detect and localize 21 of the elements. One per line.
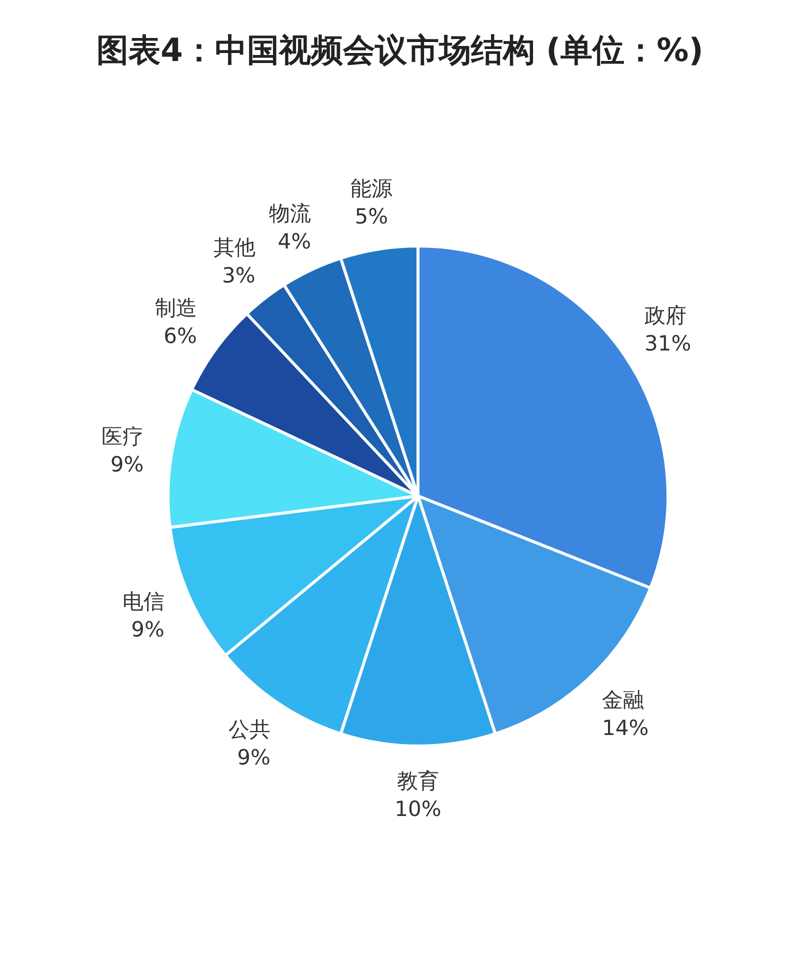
slice-label: 制造	[154, 296, 197, 320]
slice-label: 金融	[602, 688, 644, 712]
slice-label: 物流	[269, 201, 312, 226]
slice-label: 能源	[350, 176, 392, 201]
slice-label: 其他	[213, 236, 256, 260]
data-label: 5%	[354, 204, 388, 229]
data-label: 10%	[394, 797, 442, 821]
slice-label: 公共	[228, 717, 270, 742]
data-label: 6%	[164, 324, 197, 348]
data-label: 9%	[237, 745, 270, 770]
slice-label: 教育	[397, 769, 439, 793]
slice-label: 电信	[122, 589, 165, 614]
data-label: 9%	[131, 617, 165, 642]
data-label: 14%	[602, 716, 649, 740]
data-label: 31%	[644, 332, 692, 356]
data-label: 3%	[222, 264, 256, 288]
slice-label: 政府	[644, 304, 686, 328]
data-label: 4%	[278, 229, 312, 254]
data-label: 9%	[110, 452, 144, 476]
chart-title: 图表4：中国视频会议市场结构 (单位：%)	[96, 30, 704, 70]
slice-label: 医疗	[102, 424, 144, 448]
